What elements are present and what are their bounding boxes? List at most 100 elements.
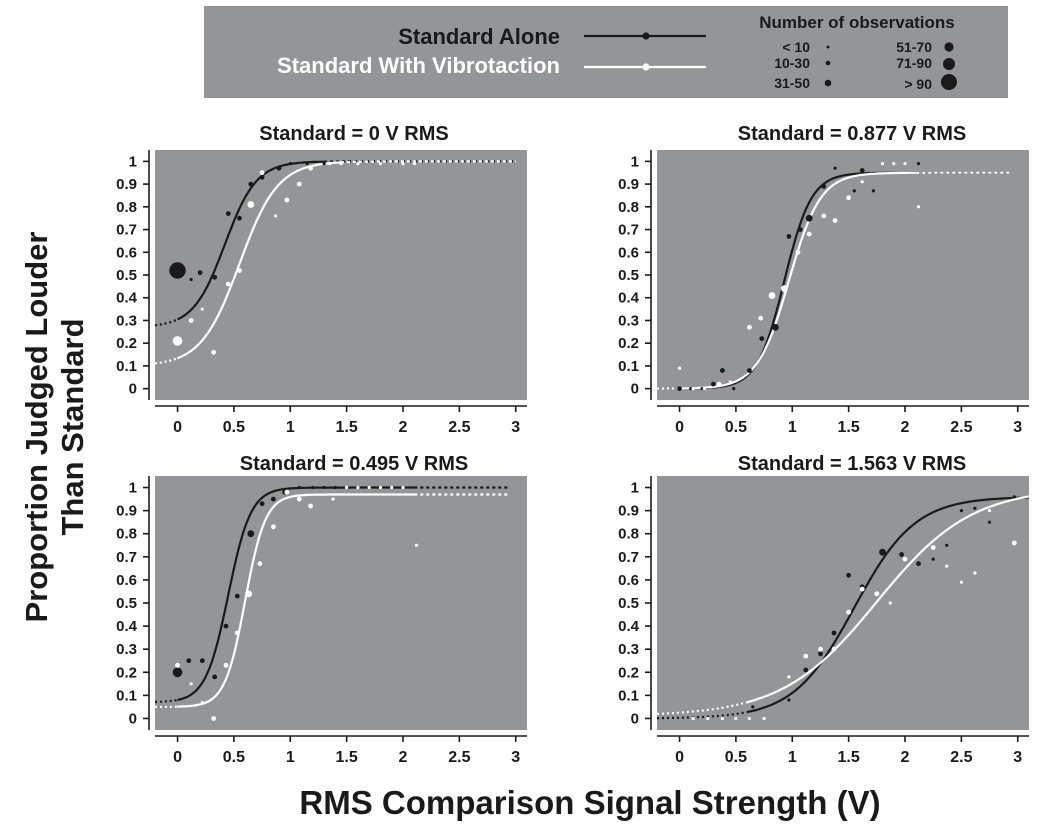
data-point (803, 653, 809, 659)
data-point (945, 564, 949, 568)
plot-area (155, 476, 527, 730)
y-tick-label: 0.3 (116, 312, 137, 329)
data-point (677, 386, 682, 391)
data-point (691, 387, 695, 391)
x-tick-label: 2 (399, 749, 408, 766)
y-tick-label: 0.8 (618, 199, 639, 216)
fit-curve (177, 493, 415, 708)
data-point (973, 506, 977, 510)
y-tick-label: 1 (129, 153, 137, 170)
y-tick-label: 0.2 (618, 664, 639, 681)
size-entry-label: 71-90 (896, 55, 932, 71)
data-point (818, 646, 823, 652)
y-axis-label-line2: Than Standard (55, 318, 90, 535)
y-tick-label: 1 (631, 480, 639, 497)
x-tick-label: 0.5 (725, 419, 747, 436)
data-point (768, 292, 776, 299)
data-point (401, 162, 405, 166)
data-point (888, 601, 892, 605)
y-tick-label: 0.2 (116, 335, 137, 352)
data-point (795, 249, 801, 255)
data-point (821, 213, 827, 219)
y-tick-label: 0.1 (116, 358, 137, 375)
data-point (237, 215, 242, 221)
data-point (1012, 495, 1016, 499)
y-tick-label: 1 (631, 153, 639, 170)
y-tick-label: 0.1 (116, 687, 137, 704)
data-point (803, 667, 809, 673)
x-tick-label: 0 (173, 419, 182, 436)
y-tick-label: 0.1 (618, 358, 639, 375)
fit-curve-extrapolated (155, 698, 179, 704)
data-point (716, 381, 722, 387)
y-tick-label: 0.7 (618, 549, 639, 566)
legend: Standard Alone Standard With Vibrotactio… (204, 6, 1008, 98)
y-tick-label: 0 (631, 381, 639, 398)
data-point (916, 162, 921, 166)
data-point (189, 682, 193, 686)
data-point (311, 485, 315, 490)
data-point (806, 231, 812, 237)
y-tick-label: 0 (631, 710, 639, 727)
y-tick-label: 0.5 (116, 267, 137, 284)
fit-curve (177, 161, 342, 360)
data-point (781, 285, 788, 292)
size-entry-marker (825, 60, 831, 66)
data-point (871, 189, 876, 193)
data-point (200, 700, 204, 704)
size-entry-label: 31-50 (774, 75, 810, 91)
data-point (339, 162, 343, 166)
y-tick-label: 0.9 (618, 503, 639, 520)
data-point (328, 162, 332, 166)
x-tick-label: 1.5 (336, 419, 358, 436)
x-tick-label: 1.5 (336, 749, 358, 766)
data-point (333, 485, 337, 490)
y-tick-label: 0.9 (116, 503, 137, 520)
data-point (831, 630, 837, 636)
x-tick-label: 2 (399, 419, 408, 436)
panel-title: Standard = 0.877 V RMS (738, 123, 966, 145)
data-point (860, 180, 864, 184)
x-tick-label: 3 (1013, 419, 1022, 436)
data-point (916, 205, 921, 209)
size-entry: 31-50 (774, 75, 832, 91)
data-point (880, 162, 885, 166)
x-tick-label: 3 (511, 419, 520, 436)
data-point (271, 496, 276, 502)
x-tick-label: 1 (286, 419, 295, 436)
x-tick-label: 2.5 (448, 749, 470, 766)
y-tick-label: 0.3 (618, 641, 639, 658)
data-point (237, 268, 242, 273)
panel-standard-0-495: 0 0.5 1 1.5 2 2.5 3 0 0.1 0.2 0.3 0.4 0.5 0.6 0.7 0.8 0.… (116, 453, 527, 766)
x-tick-label: 3 (511, 749, 520, 766)
y-tick-label: 0.9 (116, 176, 137, 193)
legend-marker-standard-alone (642, 32, 650, 40)
y-tick-label: 0.3 (116, 641, 137, 658)
x-tick-label: 2.5 (950, 419, 972, 436)
y-tick-label: 0.9 (618, 176, 639, 193)
data-point (732, 387, 736, 391)
y-tick-label: 0.4 (116, 290, 138, 307)
data-point (257, 561, 263, 567)
size-entry: 51-70 (896, 39, 954, 55)
data-point (846, 572, 851, 578)
data-point (899, 552, 904, 557)
data-point (401, 485, 405, 490)
legend-size-title: Number of observations (759, 13, 955, 32)
data-point (758, 315, 764, 321)
x-tick-label: 1.5 (838, 419, 860, 436)
data-point (284, 197, 290, 203)
data-point (892, 162, 896, 166)
data-point (762, 716, 766, 721)
data-point (172, 667, 183, 678)
data-point (759, 336, 765, 341)
data-point (259, 174, 265, 180)
panel-title: Standard = 1.563 V RMS (738, 453, 966, 475)
x-tick-label: 0 (675, 419, 684, 436)
legend-label-standard-alone: Standard Alone (398, 24, 560, 49)
x-tick-label: 0 (675, 749, 684, 766)
data-point (414, 543, 419, 547)
data-point (259, 501, 265, 507)
data-point (787, 698, 791, 702)
y-tick-label: 0.6 (618, 572, 639, 589)
